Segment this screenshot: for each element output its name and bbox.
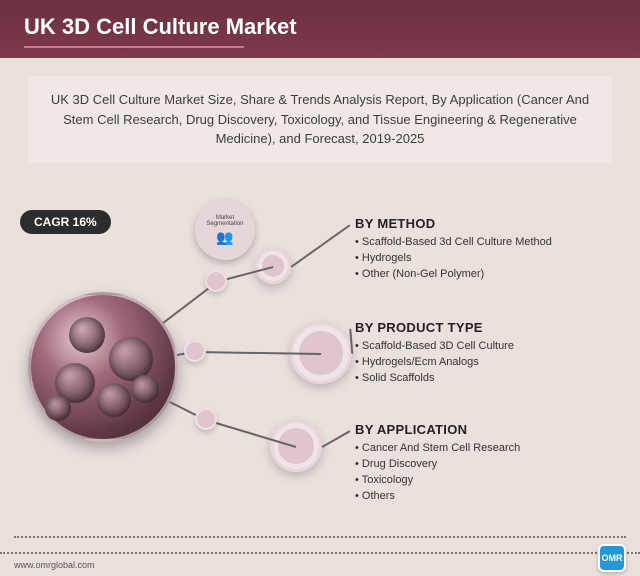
brand-logo: OMR [598,544,626,572]
list-item: Hydrogels [355,251,615,267]
central-cell-image [28,292,178,442]
connector-line [322,430,351,447]
list-item: Solid Scaffolds [355,371,615,387]
footer-url: www.omrglobal.com [14,560,95,570]
cagr-badge: CAGR 16% [20,210,111,234]
connector-endpoint [205,270,227,292]
subtitle-text: UK 3D Cell Culture Market Size, Share & … [28,76,612,163]
category-heading: BY APPLICATION [355,422,615,437]
footer: www.omrglobal.com [0,552,640,570]
cell-sphere [131,375,159,403]
cell-sphere [45,395,71,421]
cell-sphere [97,383,131,417]
page-title: UK 3D Cell Culture Market [24,14,616,40]
list-item: Scaffold-Based 3d Cell Culture Method [355,235,615,251]
category-list: Scaffold-Based 3d Cell Culture MethodHyd… [355,235,615,283]
header-bar: UK 3D Cell Culture Market [0,0,640,58]
connector-endpoint [195,408,217,430]
category-heading: BY PRODUCT TYPE [355,320,615,335]
list-item: Other (Non-Gel Polymer) [355,267,615,283]
people-icon: 👥 [216,229,233,246]
seg-label-2: Segmentation [206,221,243,227]
category-list: Cancer And Stem Cell ResearchDrug Discov… [355,441,615,505]
list-item: Toxicology [355,473,615,489]
connector-endpoint [184,340,206,362]
category-block: BY PRODUCT TYPE Scaffold-Based 3D Cell Cu… [355,320,615,387]
list-item: Scaffold-Based 3D Cell Culture [355,339,615,355]
list-item: Hydrogels/Ecm Analogs [355,355,615,371]
category-block: BY APPLICATION Cancer And Stem Cell Resea… [355,422,615,505]
list-item: Cancer And Stem Cell Research [355,441,615,457]
list-item: Drug Discovery [355,457,615,473]
category-heading: BY METHOD [355,216,615,231]
category-list: Scaffold-Based 3D Cell CultureHydrogels/… [355,339,615,387]
category-block: BY METHOD Scaffold-Based 3d Cell Culture … [355,216,615,283]
list-item: Others [355,489,615,505]
connector-line [291,224,351,267]
segmentation-badge: Market Segmentation 👥 [195,200,255,260]
cell-sphere [69,317,105,353]
